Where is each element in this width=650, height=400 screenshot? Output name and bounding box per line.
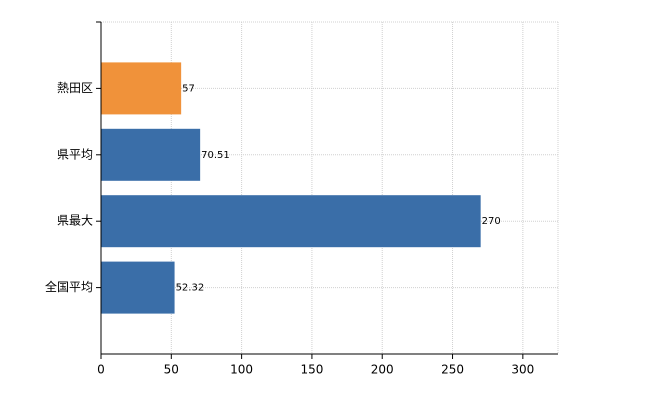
value-label: 270: [482, 216, 501, 227]
y-tick-label: 全国平均: [45, 279, 93, 294]
x-tick-label: 0: [97, 363, 105, 377]
x-tick-label: 300: [511, 363, 534, 377]
x-tick-label: 150: [300, 363, 323, 377]
value-label: 57: [182, 83, 195, 94]
y-tick-label: 県最大: [57, 214, 93, 228]
x-tick-label: 100: [230, 363, 253, 377]
x-tick-label: 50: [164, 363, 179, 377]
value-label: 52.32: [176, 283, 205, 294]
y-tick-label: 県平均: [57, 147, 93, 161]
value-label: 70.51: [201, 150, 230, 161]
bar: [101, 128, 201, 181]
bar: [101, 62, 182, 115]
y-tick-label: 熱田区: [57, 81, 93, 95]
x-tick-label: 250: [441, 363, 464, 377]
bar: [101, 195, 481, 248]
bar: [101, 261, 175, 314]
x-tick-label: 200: [371, 363, 394, 377]
